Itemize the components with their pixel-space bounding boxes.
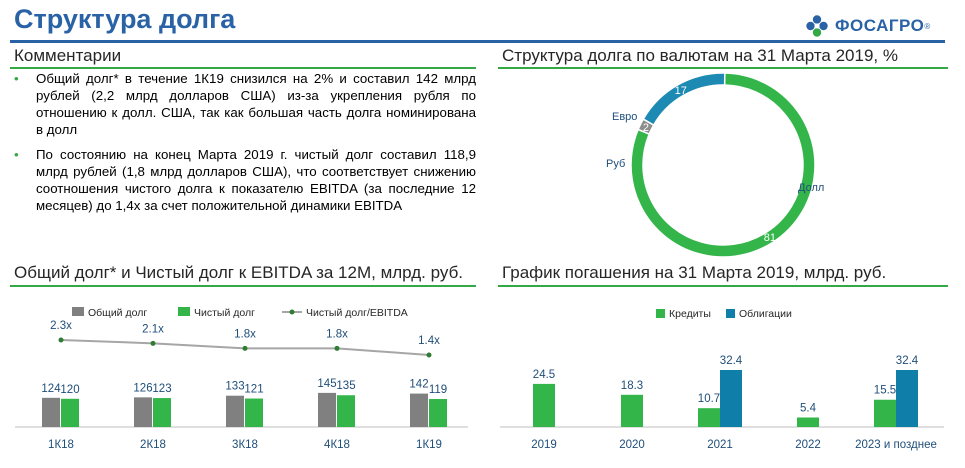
bar bbox=[533, 383, 555, 427]
logo-text: ФОСАГРО bbox=[835, 16, 925, 35]
legend-swatch bbox=[656, 309, 665, 318]
legend-swatch bbox=[178, 307, 190, 316]
bar bbox=[226, 395, 244, 427]
company-logo: ФОСАГРО ® bbox=[805, 13, 930, 39]
legend-label: Кредиты bbox=[669, 308, 711, 320]
legend-swatch bbox=[726, 309, 735, 318]
repayment-chart: Кредиты Облигации 24.5 2019 18.3 2020 10.7 32.4… bbox=[500, 308, 944, 451]
legend-label: Облигации bbox=[739, 308, 792, 320]
bar bbox=[61, 398, 79, 427]
slice-value-label: 81 bbox=[764, 232, 776, 244]
bar bbox=[42, 397, 60, 427]
debt-ebitda-chart: Общий долг Чистый долг Чистый долг/EBITDA 1… bbox=[15, 307, 468, 451]
legend-label: Общий долг bbox=[88, 307, 147, 319]
comments-list: Общий долг* в течение 1К19 снизился на 2… bbox=[14, 70, 476, 222]
donut-slice bbox=[642, 72, 726, 127]
bar-value-label: 5.4 bbox=[800, 403, 817, 415]
slice-category-label: Долл bbox=[798, 182, 824, 194]
comment-item: Общий долг* в течение 1К19 снизился на 2… bbox=[14, 70, 476, 138]
ratio-label: 2.3x bbox=[50, 320, 72, 332]
bar-value-label: 32.4 bbox=[720, 355, 743, 367]
bar bbox=[874, 399, 896, 427]
ratio-label: 1.8x bbox=[326, 328, 348, 340]
comment-item: По состоянию на конец Марта 2019 г. чист… bbox=[14, 146, 476, 214]
ratio-label: 1.4x bbox=[418, 335, 440, 347]
bar-value-label: 121 bbox=[244, 384, 263, 396]
x-tick-label: 2022 bbox=[795, 439, 821, 451]
bar-value-label: 120 bbox=[60, 384, 79, 396]
x-tick-label: 4К18 bbox=[324, 439, 350, 451]
ratio-point bbox=[242, 345, 248, 351]
header-divider bbox=[10, 40, 945, 43]
currency-divider bbox=[498, 67, 948, 69]
x-tick-label: 2021 bbox=[707, 439, 733, 451]
bar-value-label: 15.5 bbox=[874, 385, 896, 397]
ratio-label: 1.8x bbox=[234, 328, 256, 340]
x-tick-label: 1К19 bbox=[416, 439, 442, 451]
legend-label: Чистый долг/EBITDA bbox=[306, 307, 408, 319]
bar bbox=[698, 408, 720, 427]
x-tick-label: 2К18 bbox=[140, 439, 166, 451]
bar-value-label: 133 bbox=[225, 381, 244, 393]
legend-marker bbox=[289, 309, 295, 315]
currency-donut-chart: 81 Долл 2 Руб 17 Евро bbox=[606, 72, 824, 258]
comments-title: Комментарии bbox=[14, 46, 122, 65]
x-tick-label: 2023 и позднее bbox=[855, 439, 937, 451]
bar-value-label: 123 bbox=[152, 383, 171, 395]
slice-value-label: 2 bbox=[643, 122, 649, 134]
currency-chart-title: Структура долга по валютам на 31 Марта 2… bbox=[502, 46, 898, 65]
bar-value-label: 18.3 bbox=[621, 380, 643, 392]
ratio-point bbox=[150, 340, 156, 346]
flower-logo-icon bbox=[806, 15, 828, 37]
bar bbox=[410, 393, 428, 427]
debt-chart-title: Общий долг* и Чистый долг к EBITDA за 12… bbox=[14, 263, 464, 282]
bar bbox=[134, 397, 152, 427]
bar bbox=[797, 417, 819, 427]
bar-value-label: 24.5 bbox=[533, 369, 555, 381]
bar bbox=[245, 398, 263, 427]
bar-value-label: 119 bbox=[429, 384, 447, 396]
repayment-divider bbox=[498, 285, 948, 287]
page-title: Структура долга bbox=[14, 4, 236, 34]
slice-category-label: Евро bbox=[612, 111, 637, 123]
bar-value-label: 145 bbox=[317, 378, 336, 390]
bar-value-label: 126 bbox=[133, 382, 152, 394]
x-tick-label: 2019 bbox=[531, 439, 557, 451]
ratio-point bbox=[58, 337, 64, 343]
bar bbox=[429, 399, 447, 427]
bar bbox=[896, 370, 918, 427]
bar-value-label: 135 bbox=[336, 380, 355, 392]
bar-value-label: 32.4 bbox=[896, 355, 919, 367]
bar bbox=[720, 370, 742, 427]
bar-value-label: 142 bbox=[409, 379, 428, 391]
slice-category-label: Руб bbox=[606, 158, 625, 170]
bar bbox=[621, 394, 643, 427]
slice-value-label: 17 bbox=[675, 85, 687, 97]
x-tick-label: 3К18 bbox=[232, 439, 258, 451]
ratio-point bbox=[426, 352, 432, 358]
bar-value-label: 124 bbox=[41, 383, 61, 395]
legend-swatch bbox=[72, 307, 84, 316]
legend-label: Чистый долг bbox=[194, 307, 255, 319]
debt-divider bbox=[10, 285, 476, 287]
bar bbox=[153, 398, 171, 427]
x-tick-label: 1К18 bbox=[48, 439, 74, 451]
x-tick-label: 2020 bbox=[619, 439, 645, 451]
bar-value-label: 10.7 bbox=[698, 393, 720, 405]
ratio-point bbox=[334, 345, 340, 351]
comments-divider bbox=[10, 67, 476, 69]
repayment-chart-title: График погашения на 31 Марта 2019, млрд.… bbox=[502, 263, 887, 282]
bar bbox=[318, 392, 336, 427]
bar bbox=[337, 395, 355, 427]
ratio-label: 2.1x bbox=[142, 323, 164, 335]
